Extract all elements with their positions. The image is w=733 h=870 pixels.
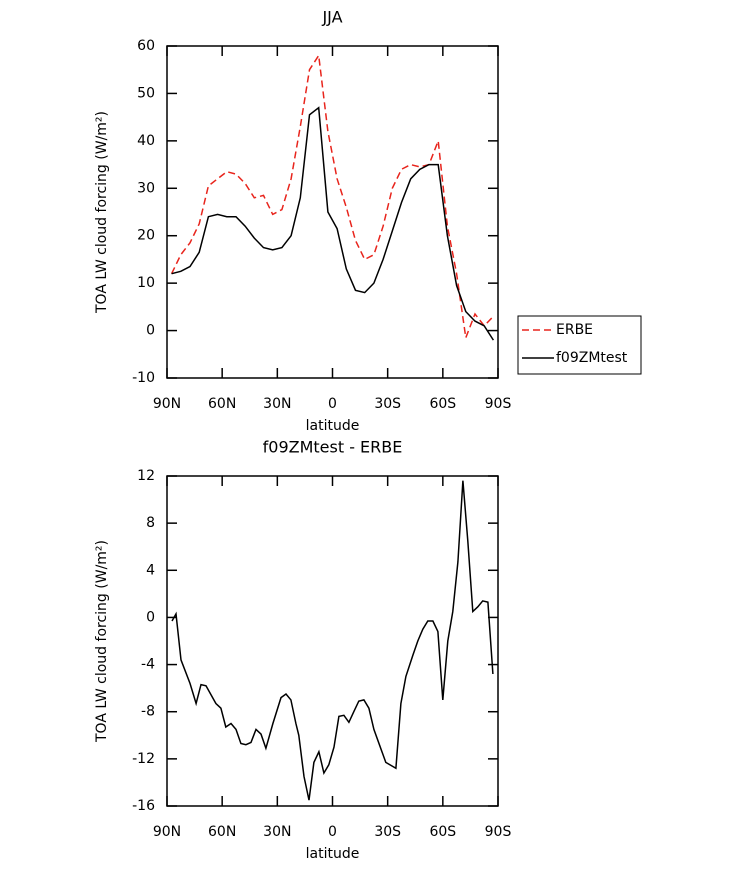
chart-title: f09ZMtest - ERBE bbox=[263, 438, 403, 457]
y-axis-label: TOA LW cloud forcing (W/m²) bbox=[94, 111, 110, 314]
plot-frame bbox=[166, 45, 499, 379]
y-tick-label: 0 bbox=[146, 323, 155, 339]
y-tick-label: -4 bbox=[141, 657, 155, 673]
y-tick-label: 10 bbox=[137, 275, 155, 291]
y-tick-label: 4 bbox=[146, 562, 155, 578]
y-tick-label: -8 bbox=[141, 704, 155, 720]
x-tick-label: 30S bbox=[374, 396, 401, 412]
x-axis-label: latitude bbox=[306, 846, 360, 862]
chart-title: JJA bbox=[321, 8, 342, 27]
y-tick-label: 30 bbox=[137, 180, 155, 196]
x-tick-label: 30N bbox=[263, 396, 291, 412]
x-tick-label: 0 bbox=[328, 824, 337, 840]
legend-label: f09ZMtest bbox=[556, 350, 628, 366]
x-axis-label: latitude bbox=[306, 418, 360, 434]
x-tick-label: 0 bbox=[328, 396, 337, 412]
y-tick-label: 20 bbox=[137, 228, 155, 244]
data-line bbox=[171, 480, 494, 801]
y-tick-label: -12 bbox=[132, 751, 155, 767]
y-tick-label: 0 bbox=[146, 609, 155, 625]
x-tick-label: 90N bbox=[153, 824, 181, 840]
y-tick-label: 60 bbox=[137, 38, 155, 54]
y-tick-label: -16 bbox=[132, 798, 155, 814]
data-line bbox=[170, 53, 494, 341]
data-line bbox=[171, 106, 495, 341]
y-axis-label: TOA LW cloud forcing (W/m²) bbox=[94, 540, 110, 743]
x-tick-label: 60N bbox=[208, 396, 236, 412]
y-tick-label: 50 bbox=[137, 85, 155, 101]
y-tick-label: -10 bbox=[132, 370, 155, 386]
legend-label: ERBE bbox=[556, 322, 593, 338]
x-tick-label: 90S bbox=[485, 396, 512, 412]
y-tick-label: 40 bbox=[137, 133, 155, 149]
x-tick-label: 90N bbox=[153, 396, 181, 412]
x-tick-label: 60S bbox=[429, 824, 456, 840]
x-tick-label: 30S bbox=[374, 824, 401, 840]
legend-box bbox=[517, 315, 642, 375]
x-tick-label: 90S bbox=[485, 824, 512, 840]
y-tick-label: 8 bbox=[146, 515, 155, 531]
x-tick-label: 60S bbox=[429, 396, 456, 412]
y-tick-label: 12 bbox=[137, 468, 155, 484]
x-tick-label: 30N bbox=[263, 824, 291, 840]
x-tick-label: 60N bbox=[208, 824, 236, 840]
